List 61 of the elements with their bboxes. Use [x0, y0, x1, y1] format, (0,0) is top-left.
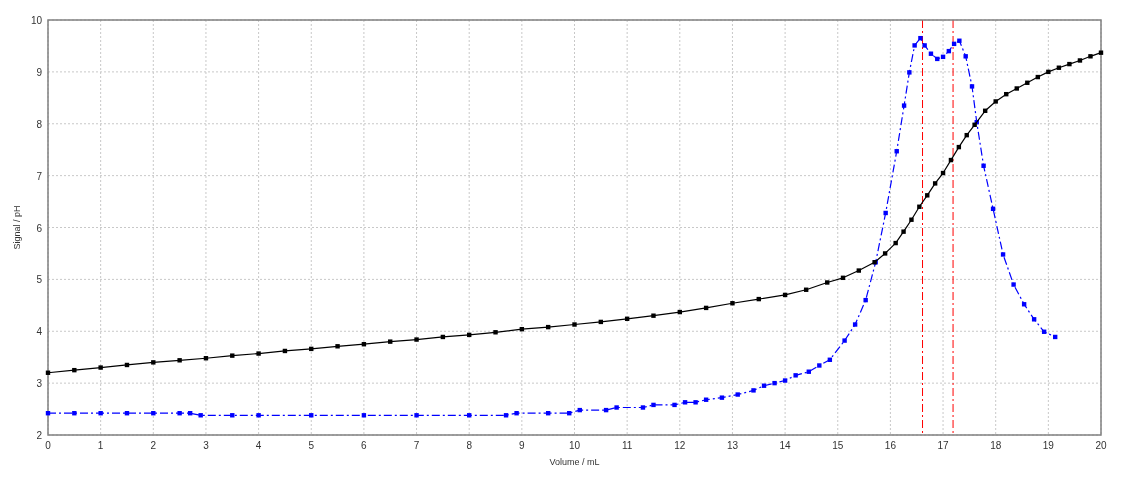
point — [1088, 54, 1093, 59]
x-tick-label: 5 — [308, 440, 315, 451]
point — [730, 301, 735, 306]
point — [856, 268, 862, 273]
point — [1067, 61, 1072, 67]
x-tick-label: 15 — [832, 440, 844, 451]
point — [1014, 86, 1019, 91]
x-tick-label: 6 — [361, 440, 368, 451]
point — [151, 360, 156, 365]
x-tick-label: 4 — [255, 440, 262, 451]
x-tick-label: 10 — [568, 440, 581, 451]
point — [493, 330, 498, 335]
y-tick-label: 10 — [30, 15, 43, 26]
y-tick-label: 8 — [36, 118, 43, 130]
point — [651, 313, 656, 318]
point — [825, 280, 830, 285]
x-tick-label: 17 — [937, 440, 950, 451]
point — [414, 337, 419, 342]
point — [909, 217, 914, 222]
x-tick-label: 3 — [203, 440, 210, 451]
point — [917, 204, 922, 209]
x-tick-label: 2 — [150, 440, 157, 451]
y-tick-label: 9 — [36, 66, 43, 78]
point — [1077, 58, 1083, 63]
point — [1098, 50, 1104, 55]
x-tick-label: 20 — [1095, 440, 1107, 451]
y-tick-label: 6 — [36, 222, 43, 234]
x-tick-label: 1 — [97, 440, 104, 451]
x-tick-label: 9 — [519, 440, 526, 451]
x-tick-label: 12 — [674, 440, 686, 451]
point — [72, 367, 77, 373]
x-tick-label: 14 — [779, 440, 792, 451]
y-axis-title: Signal / pH — [12, 205, 22, 250]
point — [98, 365, 103, 370]
x-axis-title: Volume / mL — [549, 457, 600, 467]
x-tick-label: 7 — [413, 440, 420, 451]
x-tick-label: 16 — [884, 440, 897, 451]
y-tick-label: 7 — [36, 170, 43, 182]
x-tick-label: 19 — [1042, 440, 1055, 451]
y-tick-label: 4 — [36, 326, 43, 338]
point — [230, 353, 235, 358]
point — [893, 240, 898, 246]
y-tick-label: 5 — [36, 274, 43, 286]
x-tick-label: 11 — [621, 440, 633, 451]
point — [1046, 69, 1051, 75]
point — [572, 322, 577, 327]
x-tick-label: 13 — [726, 440, 739, 451]
point — [177, 358, 182, 363]
y-tick-label: 3 — [36, 378, 43, 390]
x-tick-label: 18 — [990, 440, 1002, 451]
x-tick-label: 8 — [466, 440, 473, 451]
x-tick-label: 0 — [45, 440, 52, 451]
point — [932, 181, 938, 186]
point — [925, 193, 930, 198]
point — [993, 99, 998, 104]
point — [335, 344, 340, 349]
point — [882, 251, 888, 256]
y-tick-label: 2 — [36, 430, 43, 441]
point — [388, 339, 393, 344]
point — [901, 229, 906, 234]
point — [256, 351, 261, 356]
